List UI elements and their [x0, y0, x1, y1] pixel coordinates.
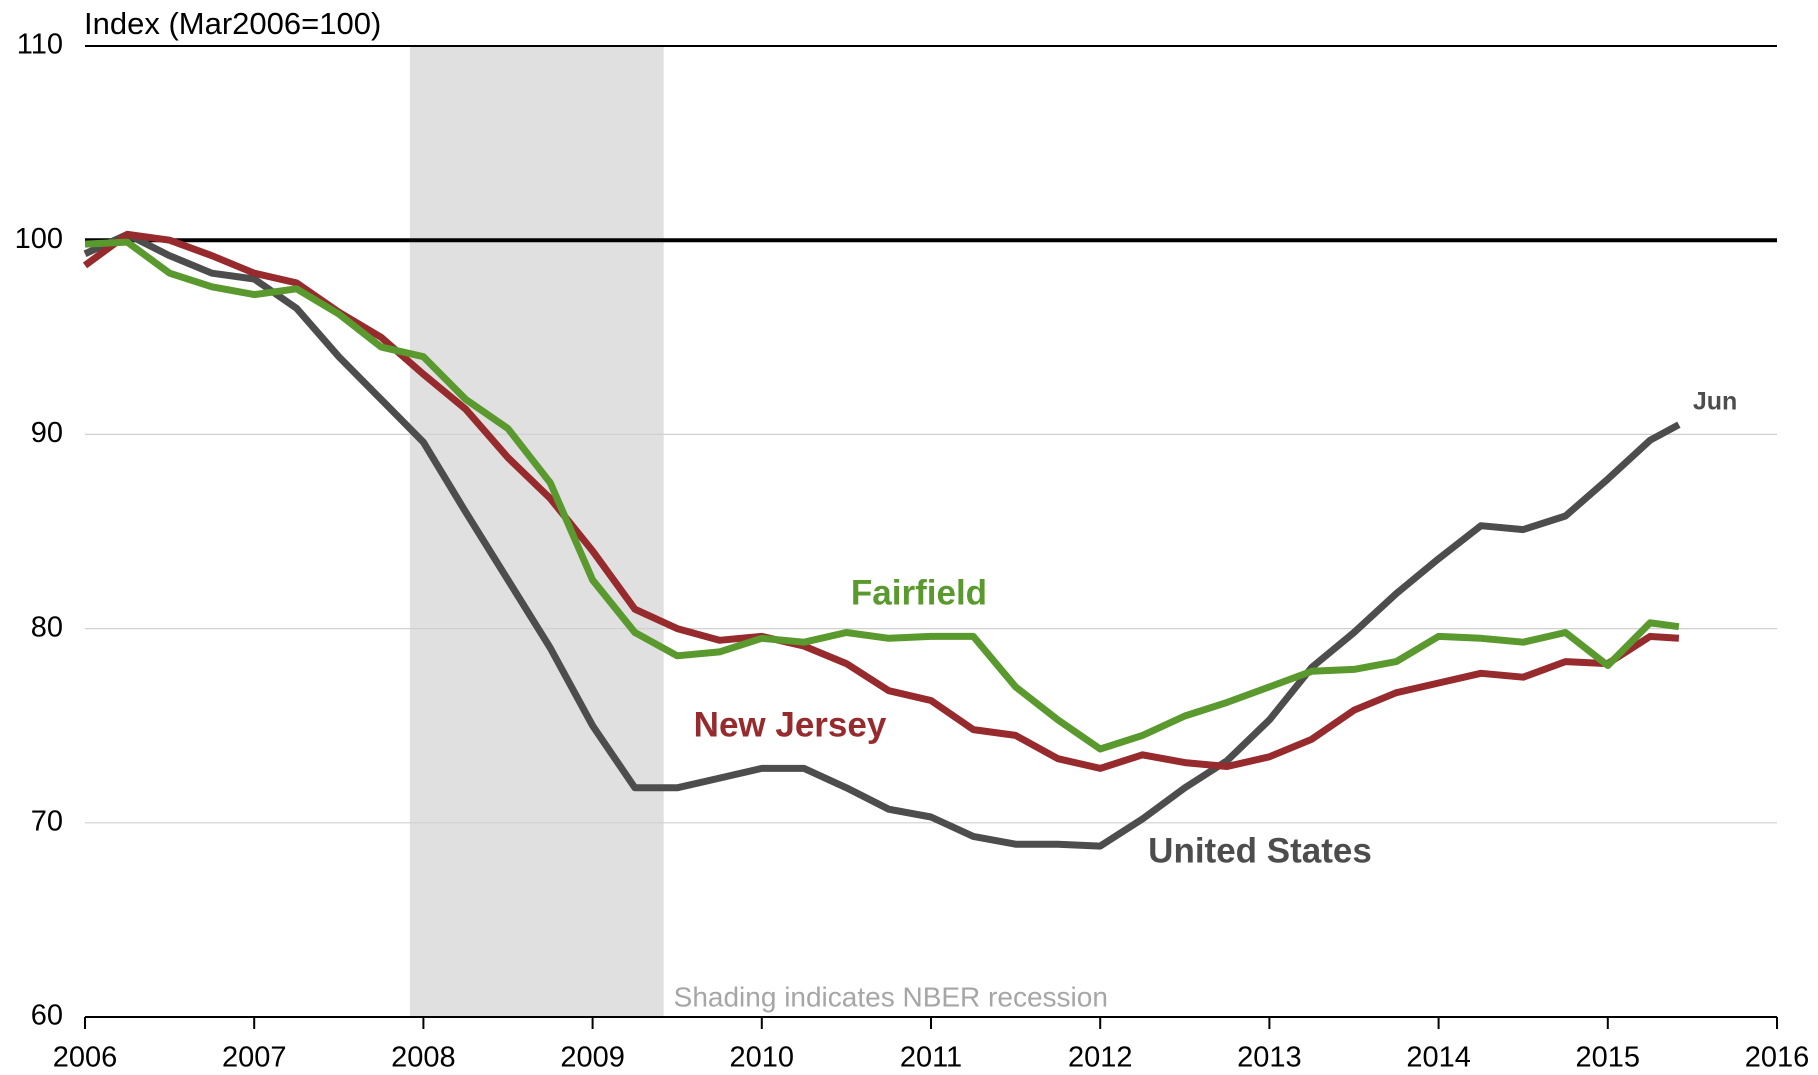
x-tick-label: 2015 [1576, 1042, 1641, 1074]
x-tick-label: 2006 [53, 1042, 118, 1074]
chart-title: Index (Mar2006=100) [84, 6, 381, 41]
y-tick-label: 80 [31, 611, 63, 643]
series-line [83, 230, 1681, 850]
series-label: Fairfield [851, 573, 987, 612]
x-tick-label: 2008 [391, 1042, 456, 1074]
series-label: United States [1148, 831, 1372, 870]
series-line [84, 238, 1680, 753]
y-tick-label: 100 [15, 223, 63, 255]
x-tick-label: 2016 [1745, 1042, 1810, 1074]
recession-note: Shading indicates NBER recession [674, 981, 1108, 1012]
y-tick-label: 70 [31, 805, 63, 837]
end-label: Jun [1693, 387, 1737, 415]
series-line [82, 230, 1680, 772]
x-tick-label: 2007 [222, 1042, 287, 1074]
y-tick-label: 110 [17, 29, 63, 61]
y-tick-label: 60 [31, 1000, 63, 1032]
x-tick-label: 2011 [900, 1042, 962, 1074]
x-tick-label: 2010 [730, 1042, 795, 1074]
recession-shade [409, 46, 664, 1017]
x-tick-label: 2014 [1406, 1042, 1471, 1074]
x-tick-label: 2012 [1068, 1042, 1133, 1074]
y-tick-label: 90 [31, 417, 63, 449]
x-tick-label: 2013 [1237, 1042, 1302, 1074]
x-tick-label: 2009 [560, 1042, 625, 1074]
series-label: New Jersey [694, 705, 887, 744]
